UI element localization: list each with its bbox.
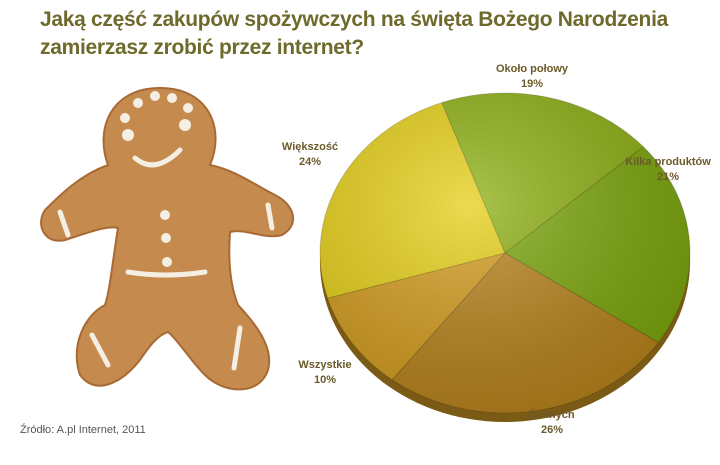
chart-title: Jaką część zakupów spożywczych na święta… <box>40 8 668 59</box>
source: Źródło: A.pl Internet, 2011 <box>20 423 146 436</box>
slice-value: 19% <box>521 78 543 90</box>
slice-label: Żadnych <box>529 408 575 421</box>
slice-value: 10% <box>314 374 336 386</box>
slice-label: Około połowy <box>496 63 569 75</box>
slice-value: 26% <box>541 424 563 436</box>
slice-value: 24% <box>299 156 321 168</box>
slice-label: Kilka produktów <box>625 156 711 168</box>
slice-value: 21% <box>657 171 679 183</box>
gingerbread <box>40 86 294 391</box>
slice-label: Większość <box>282 141 338 153</box>
pie <box>319 92 691 414</box>
slice-label: Wszystkie <box>298 359 351 371</box>
